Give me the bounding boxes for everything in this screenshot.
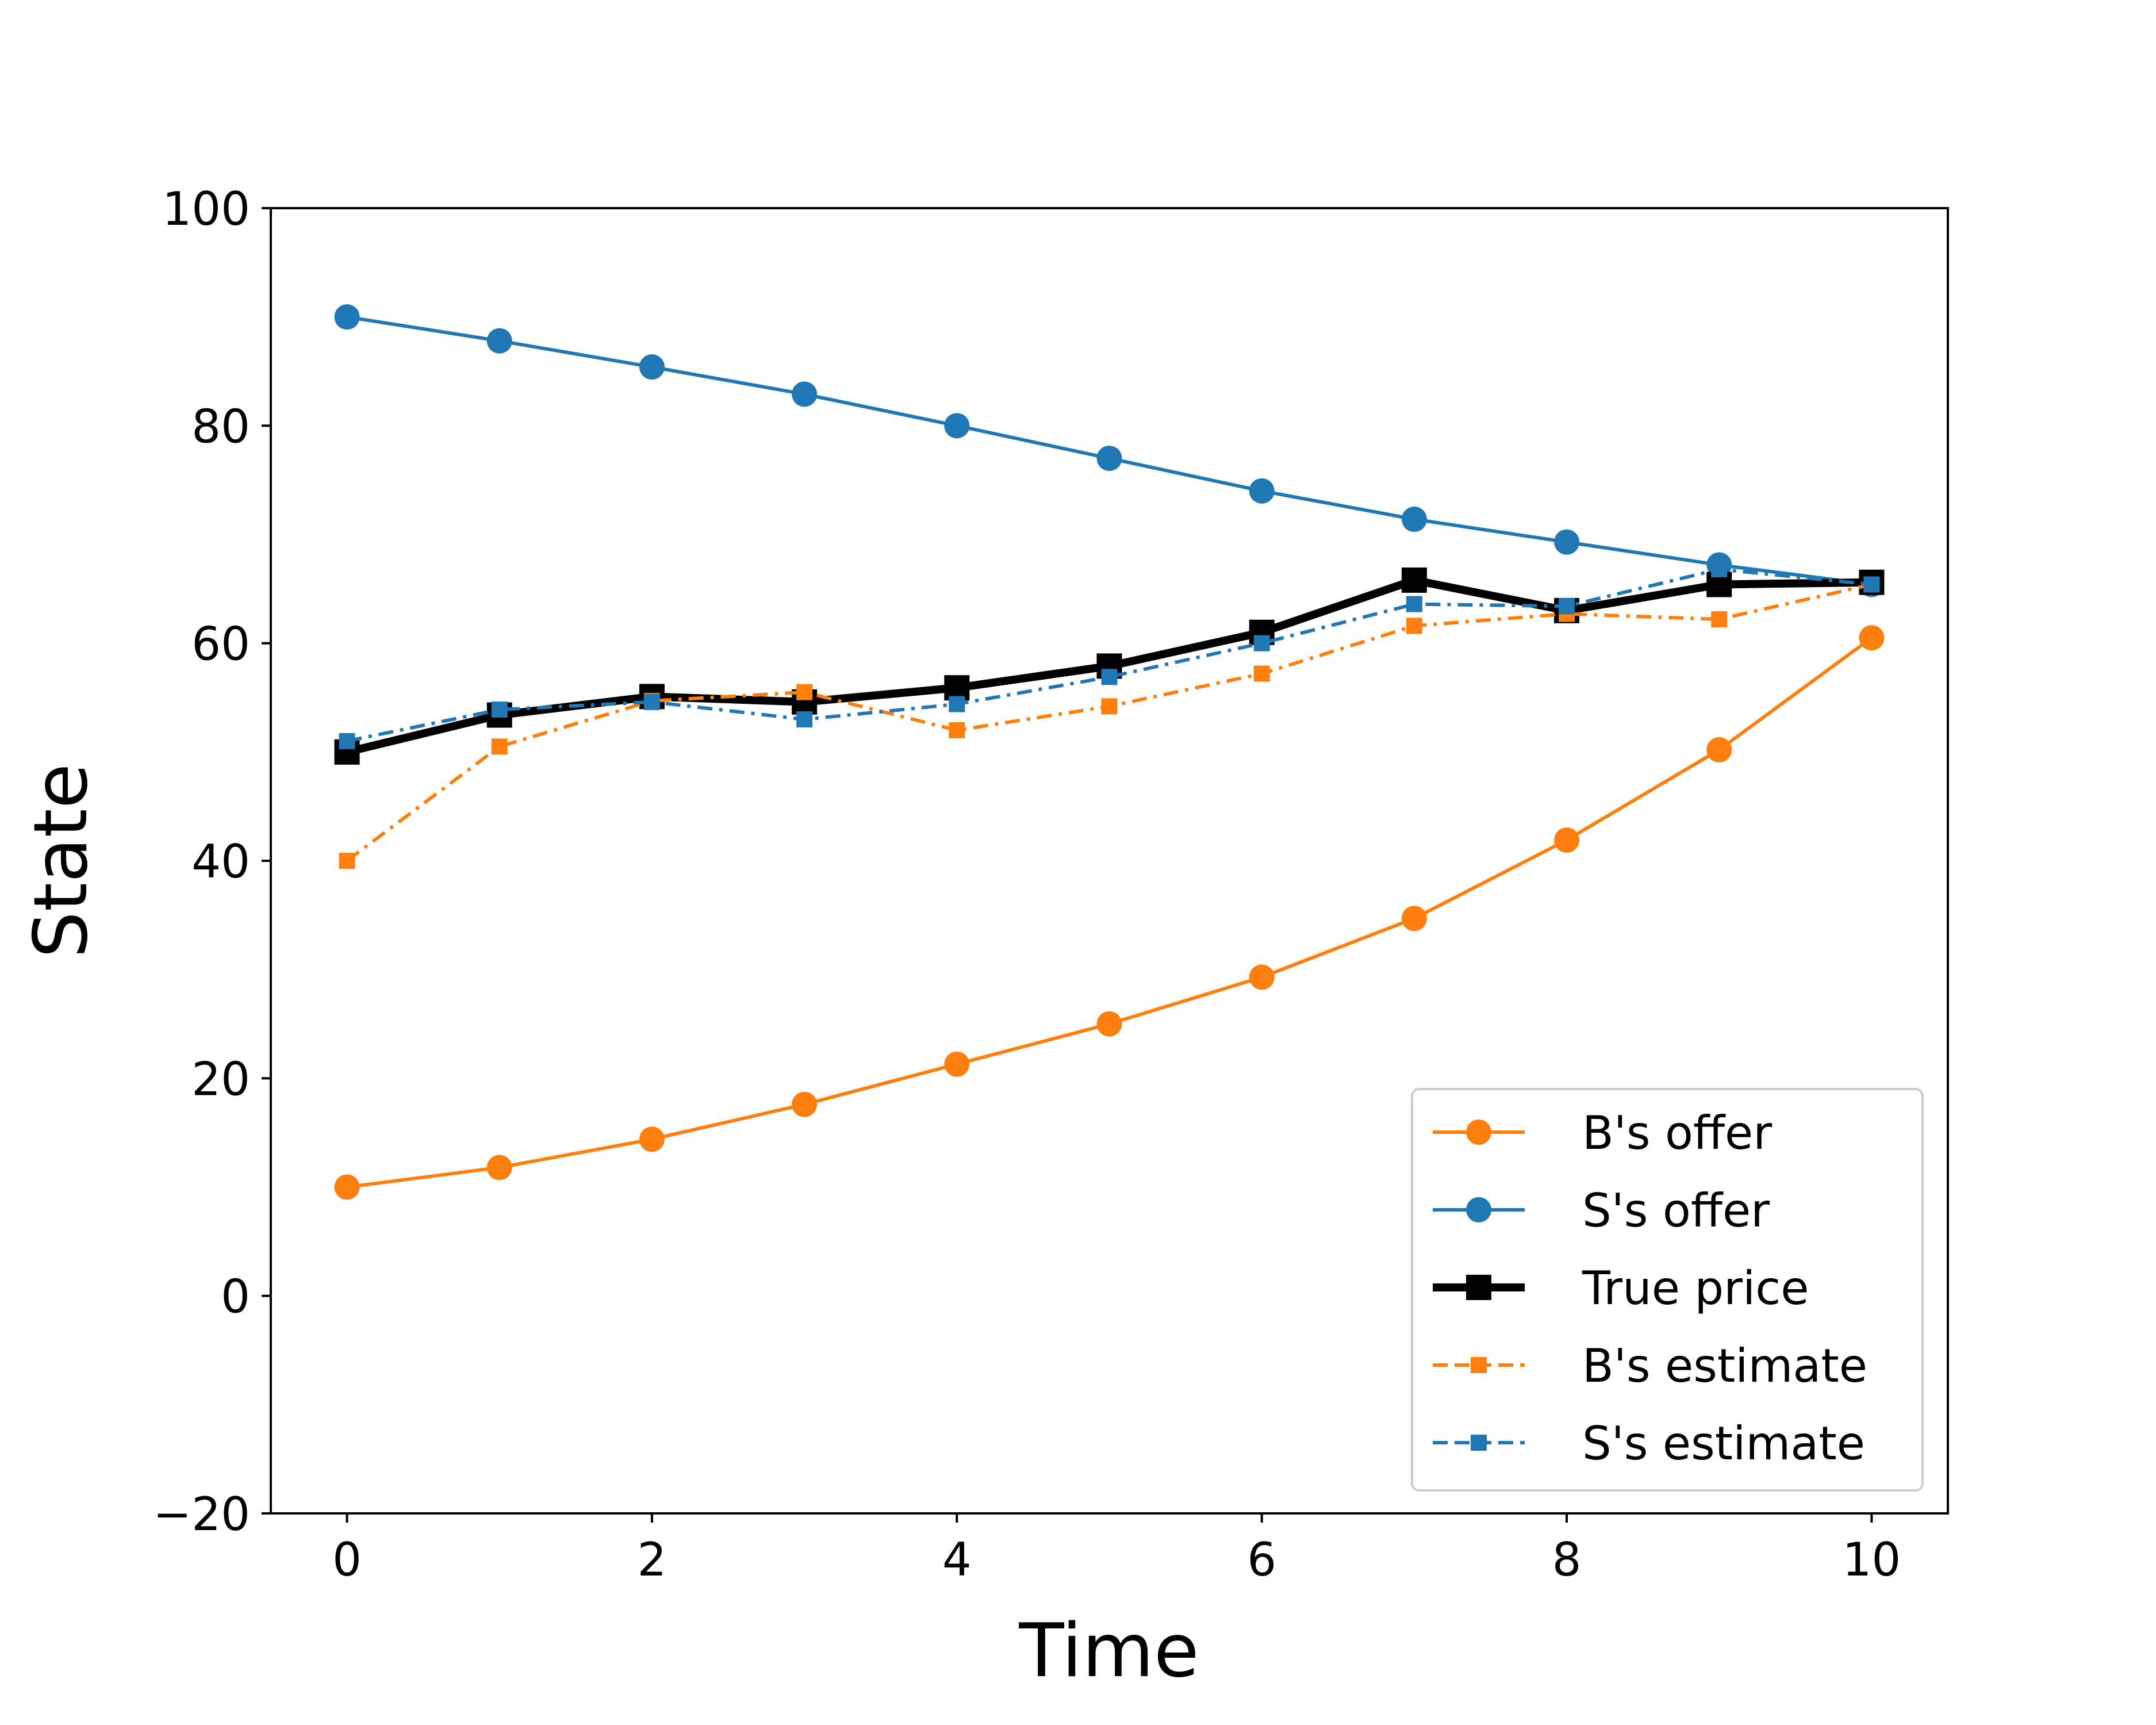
x-tick-label: 6: [1247, 1533, 1276, 1586]
x-axis-title: Time: [1018, 1608, 1199, 1694]
x-tick-label: 2: [638, 1533, 667, 1586]
data-point-true-price: [1401, 567, 1427, 593]
data-point-s-s-estimate: [339, 733, 355, 749]
y-tick-label: 20: [191, 1052, 250, 1106]
series-s-s-offer: [334, 304, 1885, 597]
data-point-s-s-estimate: [1863, 576, 1880, 593]
data-point-s-s-offer: [792, 381, 818, 407]
data-point-s-s-estimate: [1253, 635, 1270, 651]
y-axis-title: State: [18, 764, 104, 959]
data-point-s-s-estimate: [949, 696, 965, 712]
data-point-b-s-estimate: [1253, 665, 1270, 682]
data-point-s-s-offer: [334, 304, 360, 330]
data-point-b-s-offer: [792, 1091, 818, 1117]
legend-swatch-marker: [1466, 1197, 1491, 1222]
legend-item-b-s-offer: B's offer: [1433, 1106, 1772, 1160]
y-tick-label: 0: [221, 1270, 250, 1324]
legend-item-s-s-offer: S's offer: [1433, 1184, 1770, 1237]
x-tick-label: 0: [332, 1533, 362, 1586]
series-true-price: [334, 567, 1885, 765]
series-line-b-s-estimate: [346, 582, 1873, 862]
x-tick-label: 4: [942, 1533, 972, 1586]
data-point-b-s-offer: [944, 1051, 970, 1077]
series-b-s-estimate: [339, 576, 1880, 869]
data-point-s-s-offer: [1554, 529, 1580, 555]
data-point-b-s-offer: [1096, 1011, 1122, 1037]
data-point-s-s-estimate: [1711, 561, 1728, 578]
data-point-b-s-estimate: [1101, 698, 1118, 715]
data-point-b-s-offer: [1554, 827, 1580, 853]
data-point-b-s-estimate: [1406, 618, 1422, 634]
data-point-b-s-offer: [334, 1174, 360, 1200]
data-point-s-s-estimate: [491, 702, 508, 718]
data-point-s-s-offer: [486, 328, 512, 354]
legend-item-s-s-estimate: S's estimate: [1433, 1417, 1865, 1470]
data-point-s-s-estimate: [796, 711, 813, 728]
data-point-b-s-estimate: [491, 738, 508, 755]
x-tick-label: 8: [1552, 1533, 1582, 1586]
y-axis-ticks: −20 0 20 40 60 80 100: [153, 182, 271, 1541]
data-point-b-s-offer: [1401, 906, 1427, 931]
legend-swatch-marker: [1471, 1435, 1487, 1451]
legend-label: B's estimate: [1582, 1339, 1867, 1393]
x-tick-label: 10: [1843, 1533, 1901, 1586]
legend-label: S's estimate: [1582, 1417, 1865, 1470]
series-layer: [334, 304, 1885, 1200]
y-tick-label: 80: [191, 400, 250, 453]
data-point-s-s-estimate: [1559, 598, 1575, 615]
y-tick-label: 60: [191, 618, 250, 671]
series-line-s-s-estimate: [346, 568, 1872, 743]
data-point-s-s-offer: [1401, 507, 1427, 532]
series-s-s-estimate: [339, 561, 1880, 749]
legend-item-true-price: True price: [1433, 1262, 1809, 1315]
data-point-s-s-offer: [944, 413, 970, 439]
data-point-s-s-offer: [639, 354, 665, 380]
x-axis-ticks: 0 2 4 6 8 10: [332, 1513, 1901, 1586]
data-point-s-s-estimate: [1406, 596, 1422, 612]
data-point-b-s-offer: [1706, 737, 1732, 763]
data-point-b-s-estimate: [1711, 611, 1728, 628]
y-tick-label: 40: [191, 835, 250, 888]
series-b-s-offer: [334, 625, 1885, 1200]
y-tick-label: 100: [162, 182, 250, 236]
legend: B's offer S's offer True price B's estimate…: [1411, 1088, 1924, 1492]
data-point-s-s-offer: [1249, 478, 1275, 504]
legend-swatch-marker: [1471, 1357, 1487, 1373]
data-point-b-s-offer: [1859, 625, 1885, 651]
legend-label: S's offer: [1582, 1184, 1770, 1237]
y-tick-label: −20: [153, 1488, 250, 1541]
legend-label: B's offer: [1582, 1106, 1772, 1160]
legend-label: True price: [1582, 1262, 1809, 1315]
data-point-b-s-estimate: [339, 853, 355, 869]
data-point-s-s-estimate: [1101, 669, 1118, 685]
data-point-b-s-estimate: [796, 684, 813, 700]
legend-box: [1411, 1088, 1924, 1492]
legend-swatch-marker: [1466, 1120, 1491, 1145]
legend-swatch-marker: [1466, 1275, 1491, 1300]
data-point-b-s-offer: [1249, 964, 1275, 990]
data-point-b-s-offer: [639, 1126, 665, 1152]
legend-item-b-s-estimate: B's estimate: [1433, 1339, 1867, 1393]
data-point-b-s-estimate: [949, 722, 965, 738]
data-point-b-s-offer: [486, 1155, 512, 1180]
data-point-s-s-estimate: [643, 693, 660, 710]
data-point-s-s-offer: [1096, 446, 1122, 471]
